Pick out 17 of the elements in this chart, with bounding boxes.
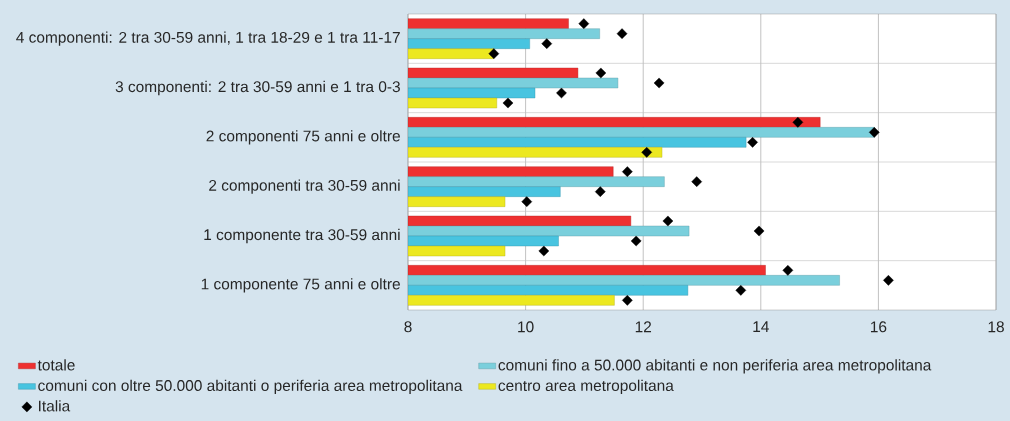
legend-label: Italia: [39, 400, 71, 412]
legend-label: centro area metropolitana: [498, 379, 674, 395]
x-tick-label: 16: [870, 321, 887, 333]
x-tick-label: 14: [753, 321, 769, 332]
y-tick-label: 2 componenti tra 30-59 anni: [209, 179, 400, 194]
x-tick-label: 18: [988, 321, 1004, 333]
y-tick-label: 4 componenti: 2 tra 30-59 anni, 1 tra 18-29 e 1 tra 11-17: [16, 31, 400, 46]
legend-label: comuni fino a 50.000 abitanti e non periferia area metropolitana: [498, 359, 932, 374]
legend-label: comuni con oltre 50.000 abitanti o periferia area metropolitana: [38, 379, 463, 395]
y-tick-label: 3 componenti: 2 tra 30-59 anni e 1 tra 0-3: [115, 80, 400, 96]
x-tick-label: 10: [518, 321, 534, 333]
x-tick-label: 12: [635, 321, 652, 333]
y-tick-label: 1 componente 75 anni e oltre: [201, 278, 400, 293]
legend-label: totale: [37, 359, 75, 371]
x-tick-label: 8: [404, 321, 412, 333]
y-tick-label: 2 componenti 75 anni e oltre: [206, 130, 400, 145]
y-tick-label: 1 componente tra 30-59 anni: [204, 228, 400, 244]
